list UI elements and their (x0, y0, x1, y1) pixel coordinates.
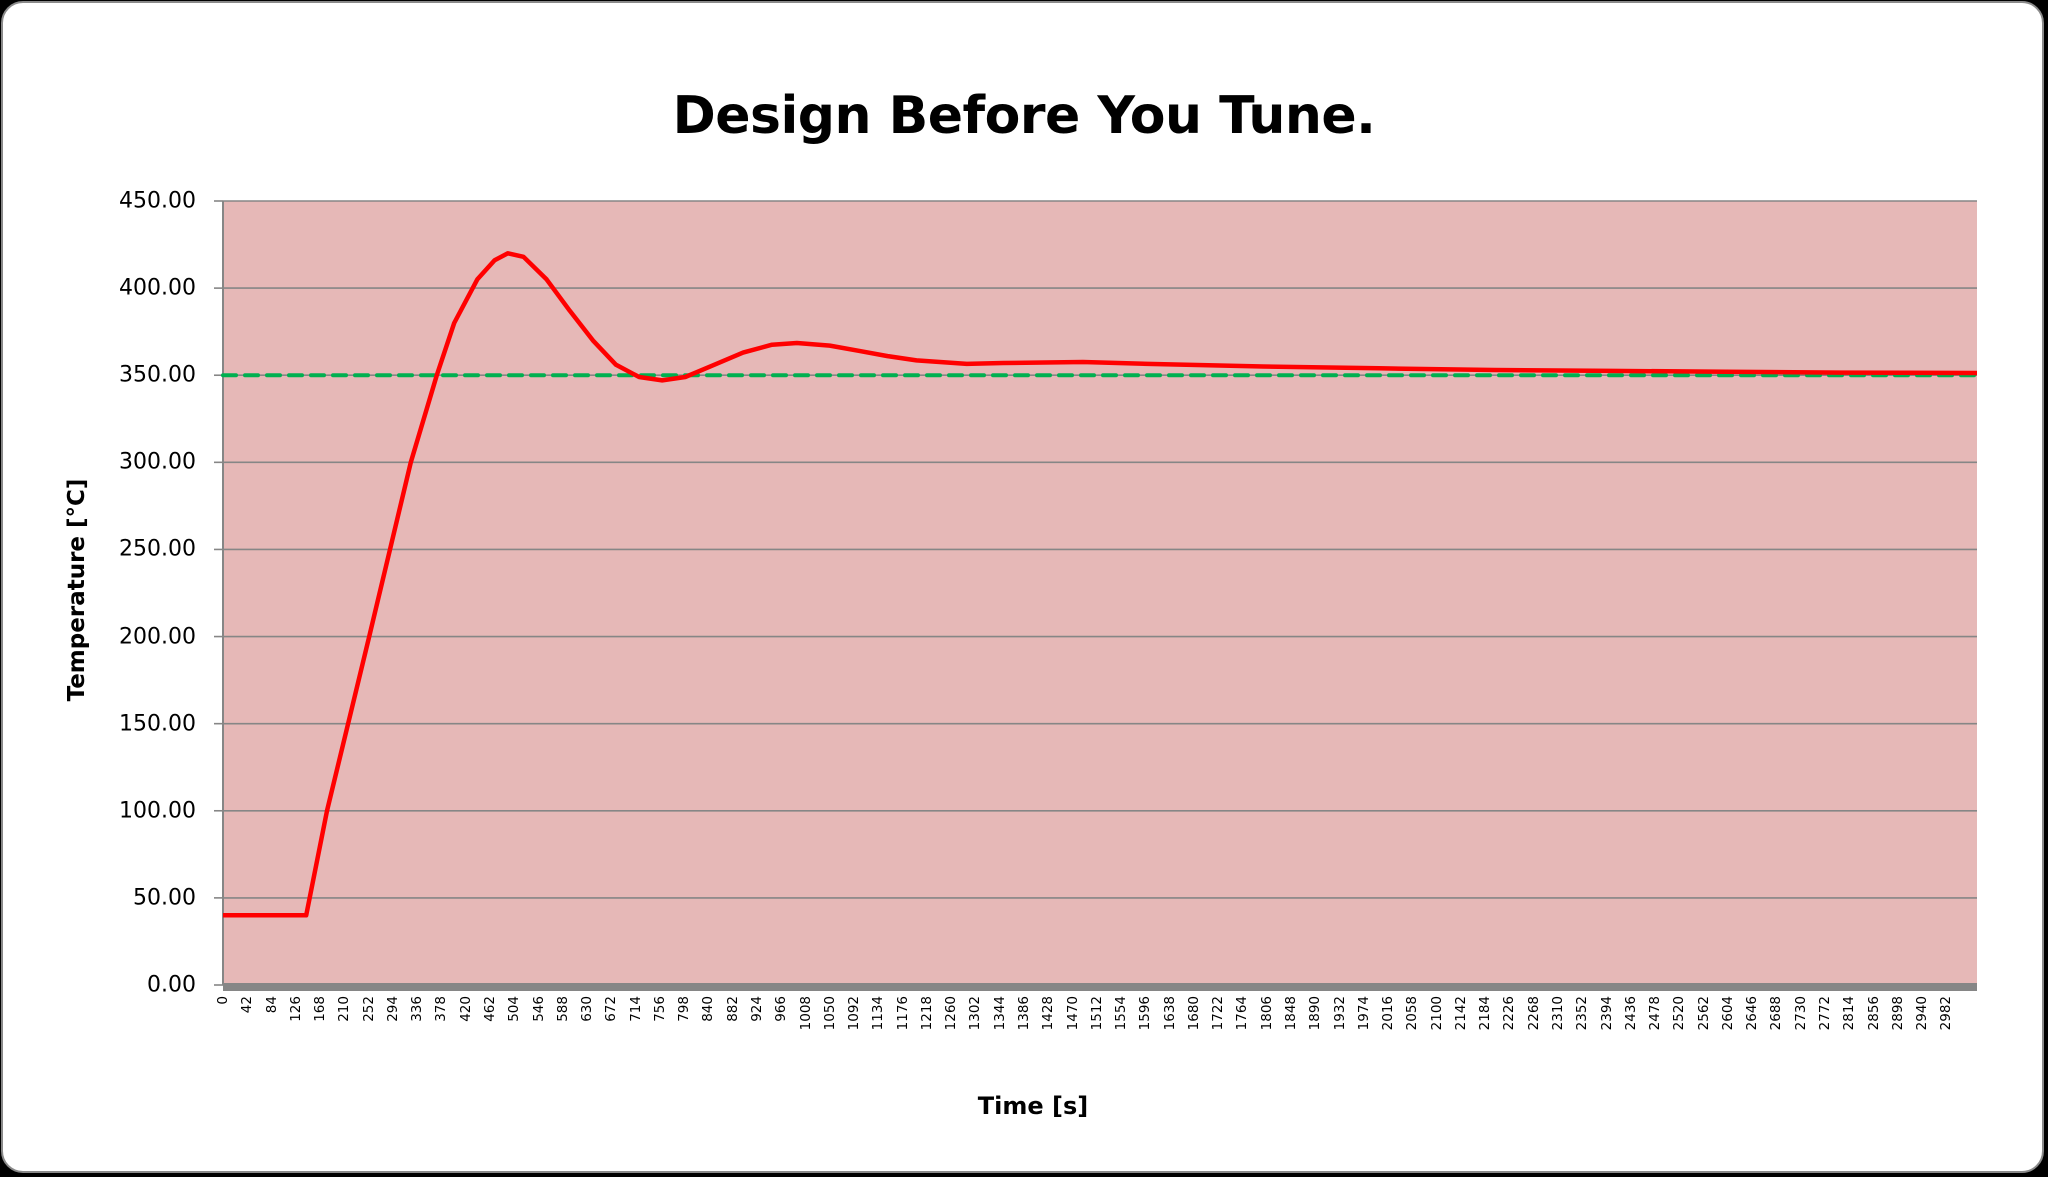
x-tick-label: 1428 (1040, 996, 1057, 1031)
y-tick-label: 100.00 (119, 798, 196, 824)
x-tick-label: 2016 (1380, 996, 1397, 1031)
temperature-line (223, 251, 1978, 918)
x-tick-label: 294 (384, 996, 401, 1022)
x-tick-label: 1764 (1234, 996, 1251, 1031)
x-tick-label: 1848 (1283, 996, 1299, 1031)
y-tick-label: 350.00 (119, 362, 196, 388)
y-tick-label: 300.00 (119, 449, 196, 475)
x-tick-label: 1218 (918, 996, 935, 1031)
x-tick-label: 2100 (1428, 996, 1445, 1031)
x-tick-label: 714 (627, 996, 644, 1022)
x-tick-label: 2478 (1647, 996, 1664, 1031)
x-tick-label: 2436 (1622, 996, 1639, 1031)
x-tick-label: 2520 (1671, 996, 1688, 1031)
y-tick-label: 400.00 (119, 275, 196, 301)
x-tick-label: 126 (287, 996, 304, 1022)
x-tick-label: 1806 (1258, 996, 1275, 1031)
x-axis-title: Time [s] (977, 1092, 1089, 1120)
x-tick-label: 672 (603, 996, 620, 1022)
x-tick-label: 1050 (821, 996, 838, 1031)
x-tick-label: 1386 (1016, 996, 1032, 1031)
x-tick-label: 2226 (1501, 996, 1518, 1031)
x-tick-label: 2730 (1792, 996, 1809, 1031)
y-tick-label: 0.00 (147, 972, 196, 998)
x-tick-label: 504 (506, 996, 523, 1022)
x-tick-label: 2142 (1452, 996, 1469, 1031)
y-tick-label: 50.00 (133, 885, 196, 911)
x-tick-label: 924 (749, 996, 765, 1022)
x-tick-label: 1512 (1088, 996, 1105, 1031)
x-tick-label: 2814 (1841, 996, 1858, 1031)
chart-title: Design Before You Tune. (672, 86, 1376, 146)
x-tick-label: 2058 (1404, 996, 1421, 1031)
x-tick-label: 1344 (991, 996, 1008, 1031)
x-tick-label: 462 (482, 996, 498, 1022)
x-tick-label: 1974 (1355, 996, 1372, 1031)
x-tick-label: 1008 (797, 996, 814, 1031)
x-tick-label: 378 (433, 996, 450, 1022)
x-tick-label: 210 (336, 996, 353, 1022)
x-tick-label: 2604 (1719, 996, 1736, 1031)
x-tick-label: 630 (579, 996, 596, 1022)
x-tick-label: 1176 (894, 996, 911, 1031)
x-tick-label: 840 (700, 996, 717, 1022)
x-tick-label: 2856 (1865, 996, 1882, 1031)
y-tick-label: 200.00 (119, 624, 196, 650)
x-tick-label: 966 (773, 996, 790, 1022)
x-tick-label: 2310 (1550, 996, 1566, 1031)
x-tick-label: 2394 (1598, 996, 1615, 1031)
y-axis-title: Temperature [°C] (64, 478, 90, 702)
x-tick-label: 168 (312, 996, 329, 1022)
x-tick-label: 252 (360, 996, 377, 1022)
x-tick-label: 2982 (1938, 996, 1955, 1031)
x-tick-label: 2184 (1477, 996, 1494, 1031)
x-tick-label: 1680 (1185, 996, 1202, 1031)
x-tick-label: 546 (530, 996, 547, 1022)
x-tick-label: 336 (409, 996, 426, 1022)
x-tick-label: 2646 (1744, 996, 1761, 1031)
y-tick-label: 250.00 (119, 536, 196, 562)
x-tick-label: 1260 (943, 996, 960, 1031)
x-tick-label: 588 (554, 996, 571, 1022)
x-tick-label: 84 (263, 996, 280, 1014)
x-tick-label: 42 (239, 996, 256, 1014)
y-tick-label: 150.00 (119, 711, 196, 737)
x-tick-label: 756 (651, 996, 668, 1022)
x-tick-label: 1890 (1307, 996, 1324, 1031)
x-tick-label: 2898 (1889, 996, 1906, 1031)
x-tick-label: 1134 (870, 996, 887, 1031)
x-tick-label: 2352 (1574, 996, 1591, 1031)
x-tick-label: 2940 (1914, 996, 1931, 1031)
x-tick-label: 2268 (1525, 996, 1542, 1031)
x-tick-label: 882 (724, 996, 741, 1022)
y-axis (214, 200, 224, 986)
x-tick-label: 1638 (1161, 996, 1178, 1031)
x-tick-label: 1554 (1113, 996, 1130, 1031)
x-tick-label: 1302 (967, 996, 984, 1031)
x-tick-label: 1092 (846, 996, 863, 1031)
x-tick-label: 0 (215, 996, 231, 1005)
x-axis (223, 983, 1977, 991)
plot-background (223, 201, 1977, 985)
x-tick-label: 1932 (1331, 996, 1348, 1031)
x-tick-label: 420 (457, 996, 474, 1022)
x-tick-label: 2688 (1768, 996, 1785, 1031)
x-tick-label: 2772 (1817, 996, 1833, 1031)
x-tick-label: 1596 (1137, 996, 1154, 1031)
x-tick-label: 1722 (1210, 996, 1227, 1031)
x-tick-label: 798 (676, 996, 693, 1022)
x-tick-label: 2562 (1695, 996, 1712, 1031)
y-tick-label: 450.00 (119, 188, 196, 214)
x-tick-label: 1470 (1064, 996, 1081, 1031)
